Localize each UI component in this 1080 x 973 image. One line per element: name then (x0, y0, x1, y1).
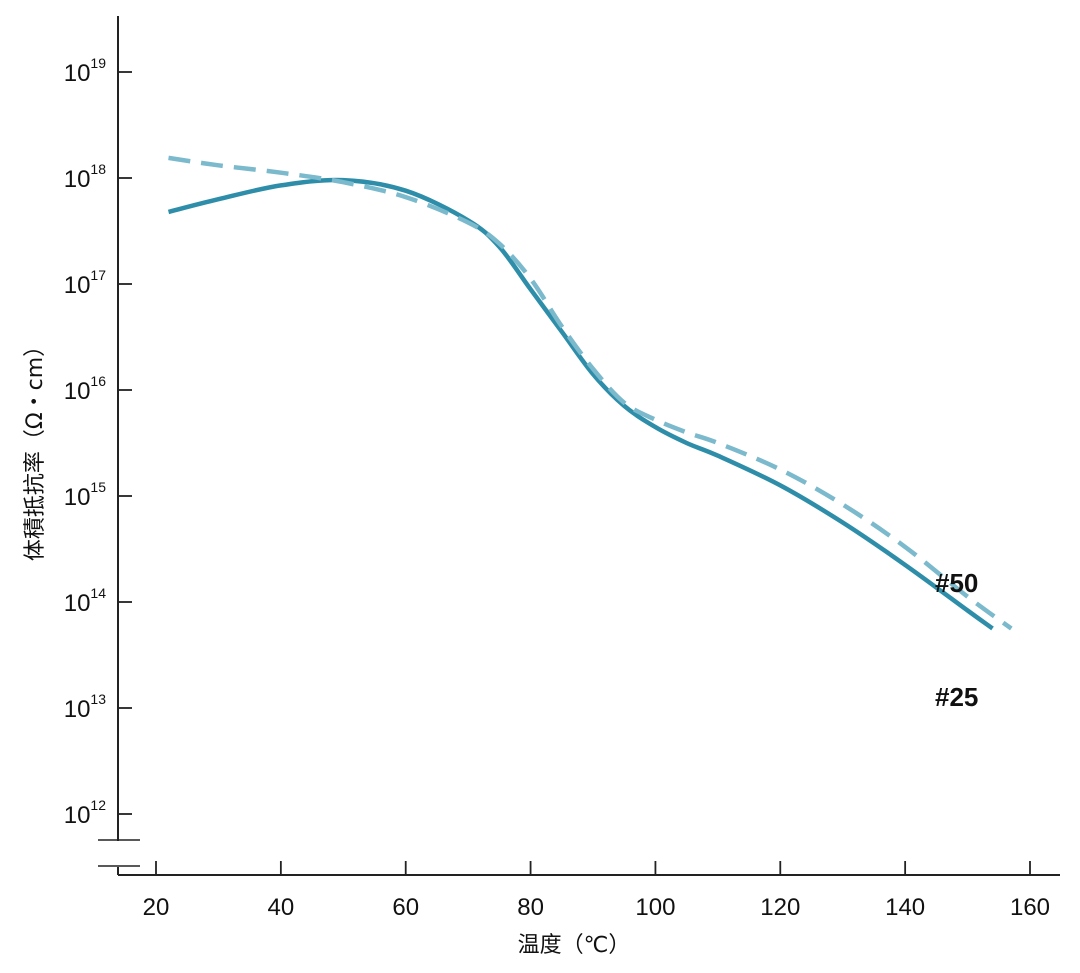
x-tick-label: 100 (635, 894, 675, 921)
x-tick-label: 60 (392, 894, 419, 921)
x-tick-label: 20 (143, 894, 170, 921)
y-tick-label-exponent: 16 (90, 373, 106, 389)
labels: 温度（℃） 体積抵抗率（Ω・cm） (23, 335, 630, 958)
y-tick-label-base: 10 (64, 166, 91, 193)
y-tick-label-base: 10 (64, 590, 91, 617)
y-tick-label: 1016 (64, 373, 106, 405)
y-tick-label-base: 10 (64, 60, 91, 87)
x-axis-title: 温度（℃） (518, 933, 631, 958)
y-tick-label-exponent: 12 (90, 797, 106, 813)
x-tick-label: 80 (517, 894, 544, 921)
y-tick-label-exponent: 18 (90, 161, 106, 177)
y-tick-label: 1015 (64, 479, 106, 511)
y-tick-label-exponent: 19 (90, 55, 106, 71)
y-tick-label-base: 10 (64, 484, 91, 511)
y-tick-label: 1014 (64, 585, 106, 617)
axes (98, 16, 1060, 876)
y-tick-label-exponent: 17 (90, 267, 106, 283)
series-label-25: #25 (935, 682, 978, 712)
series-label-50: #50 (935, 568, 978, 598)
y-tick-label-base: 10 (64, 378, 91, 405)
x-tick-label: 160 (1010, 894, 1050, 921)
y-tick-label: 1017 (64, 267, 106, 299)
y-tick-label: 1012 (64, 797, 106, 829)
y-tick-label-base: 10 (64, 802, 91, 829)
y-tick-label-base: 10 (64, 272, 91, 299)
series-line-25 (167, 177, 994, 631)
y-tick-label-exponent: 15 (90, 479, 106, 495)
x-tick-label: 120 (760, 894, 800, 921)
x-tick-label: 40 (268, 894, 295, 921)
series-line-50 (168, 155, 1013, 631)
series-layer: #25 #50 (167, 155, 1013, 712)
y-axis-title: 体積抵抗率（Ω・cm） (23, 335, 48, 561)
y-tick-label: 1018 (64, 161, 106, 193)
y-tick-label: 1019 (64, 55, 106, 87)
y-tick-label-exponent: 14 (90, 585, 106, 601)
axis-break-gap (114, 841, 122, 867)
x-tick-label: 140 (885, 894, 925, 921)
y-tick-label-base: 10 (64, 696, 91, 723)
y-tick-label-exponent: 13 (90, 691, 106, 707)
y-tick-label: 1013 (64, 691, 106, 723)
